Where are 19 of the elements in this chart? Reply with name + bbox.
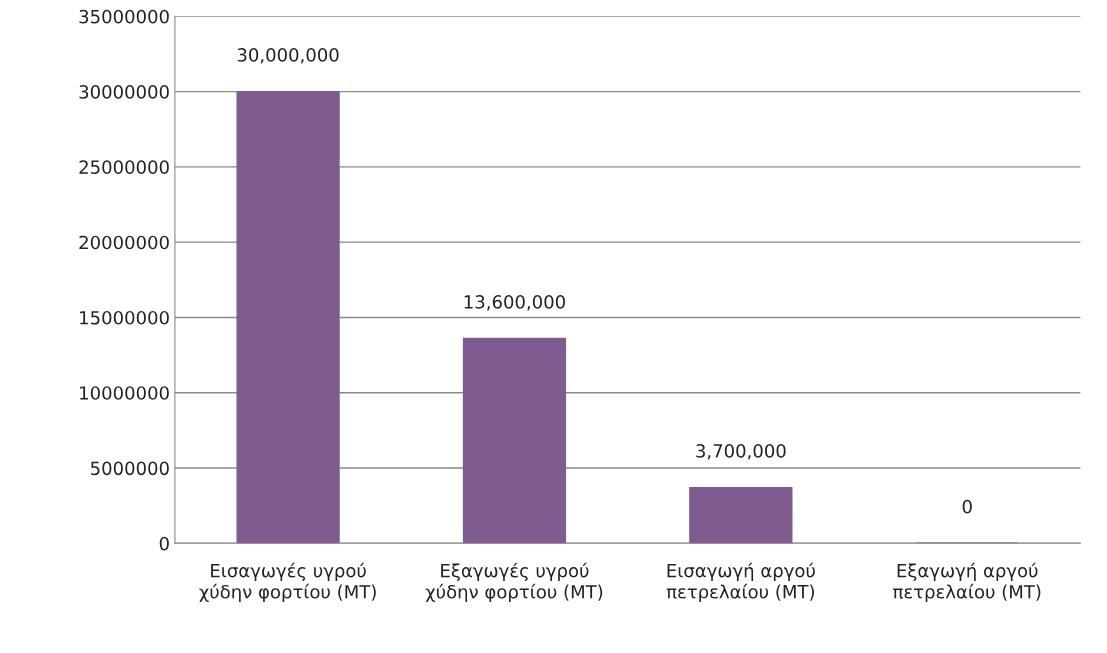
bar [689,486,793,544]
y-tick-label: 20000000 [79,235,169,250]
y-tick-label: 35000000 [79,9,169,24]
data-label: 30,000,000 [237,48,339,64]
x-tick-label: Εισαγωγές υγρού χύδην φορτίου (MT) [199,562,376,603]
bar [462,337,567,544]
x-tick-label: Εξαγωγή αργού πετρελαίου (MT) [893,562,1041,603]
x-tick-label: Εισαγωγή αργού πετρελαίου (MT) [666,562,815,603]
y-tick-label: 5000000 [91,461,169,476]
data-label: 0 [962,499,972,514]
data-label: 13,600,000 [464,295,565,311]
y-tick-label: 10000000 [80,386,169,400]
y-tick-label: 25000000 [79,160,169,174]
y-tick-label: 30000000 [79,85,169,99]
bar [236,90,340,544]
y-tick-label: 15000000 [80,310,169,325]
x-tick-label: Εξαγωγές υγρού χύδην φορτίου (MT) [425,562,603,603]
data-label: 3,700,000 [696,444,786,460]
y-tick-label: 0 [159,536,169,551]
